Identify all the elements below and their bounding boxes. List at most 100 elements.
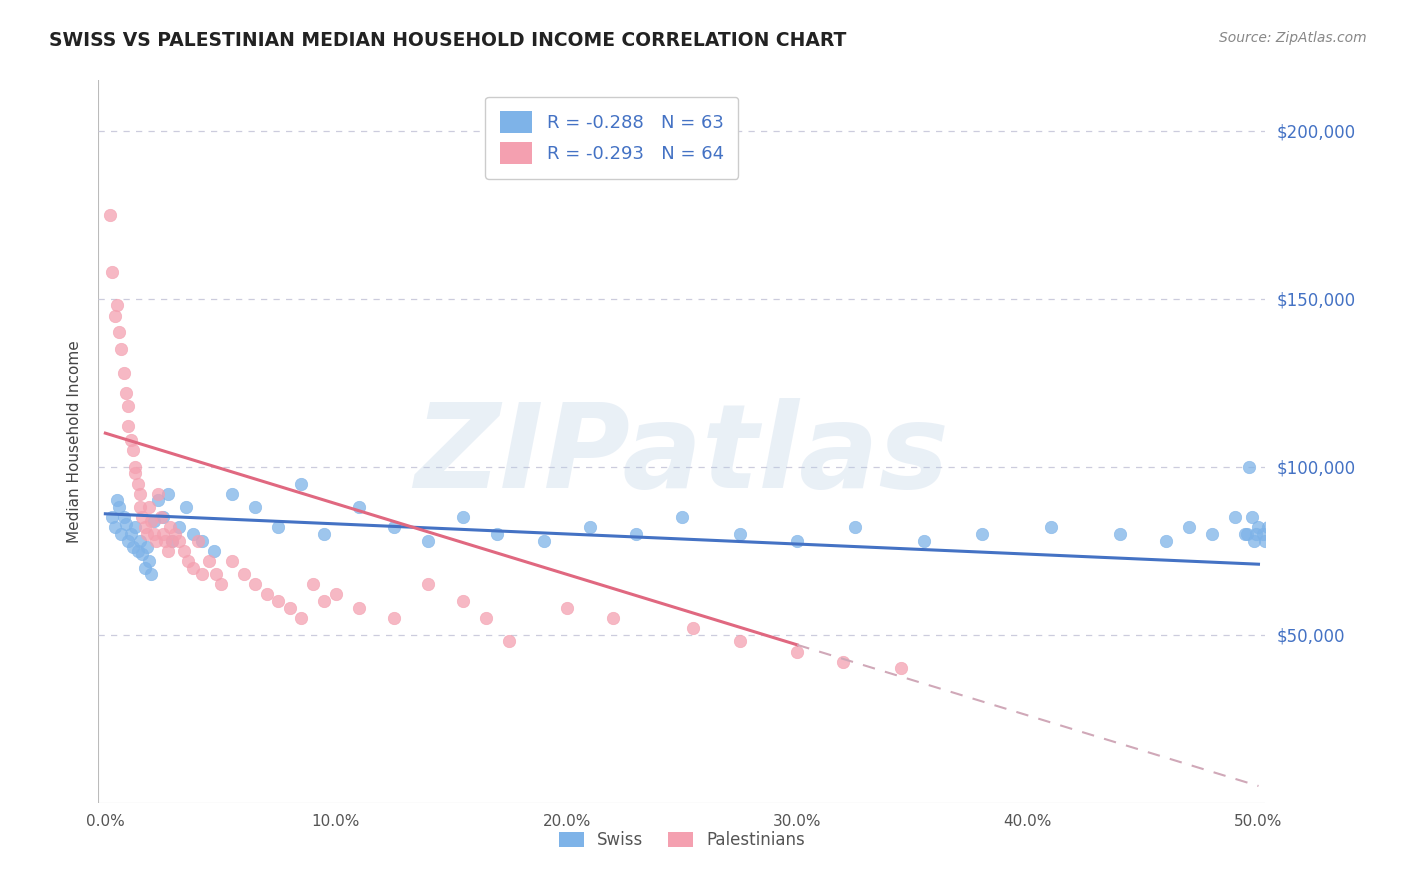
Point [142,527,165,541]
Point [156,543,179,558]
Text: ZIPatlas: ZIPatlas [415,399,949,514]
Point [382,611,405,625]
Point [1225,510,1247,524]
Point [1243,533,1265,548]
Point [138,500,160,514]
Point [221,554,243,568]
Point [451,510,474,524]
Point [832,655,855,669]
Point [256,587,278,601]
Point [129,533,152,548]
Point [418,577,440,591]
Point [314,527,336,541]
Point [160,533,183,548]
Point [124,520,146,534]
Point [174,500,197,514]
Point [105,298,128,312]
Point [141,514,163,528]
Point [1240,510,1263,524]
Point [134,520,156,534]
Point [112,366,135,380]
Point [1109,527,1132,541]
Point [347,600,370,615]
Point [120,433,142,447]
Point [129,500,152,514]
Point [1201,527,1223,541]
Point [314,594,336,608]
Point [135,541,157,555]
Point [177,554,200,568]
Point [221,486,243,500]
Point [302,577,325,591]
Point [1251,527,1274,541]
Point [127,543,149,558]
Point [844,520,866,534]
Point [578,520,600,534]
Point [117,533,139,548]
Point [173,543,195,558]
Point [145,533,167,548]
Point [163,527,186,541]
Point [912,533,935,548]
Point [120,527,142,541]
Point [1254,533,1277,548]
Point [202,543,225,558]
Point [115,385,138,400]
Point [970,527,993,541]
Legend: Swiss, Palestinians: Swiss, Palestinians [553,824,811,856]
Point [671,510,693,524]
Point [786,533,808,548]
Point [533,533,555,548]
Point [108,326,131,340]
Point [108,500,131,514]
Point [418,533,440,548]
Point [160,533,183,548]
Point [728,634,751,648]
Point [187,533,209,548]
Point [245,500,267,514]
Point [159,520,181,534]
Point [1178,520,1201,534]
Point [135,527,157,541]
Point [1233,527,1256,541]
Point [232,567,254,582]
Point [131,547,153,561]
Point [141,567,163,582]
Point [1247,520,1270,534]
Point [142,514,165,528]
Point [1154,533,1177,548]
Point [122,541,145,555]
Point [181,527,204,541]
Point [267,520,290,534]
Point [110,527,132,541]
Point [682,621,704,635]
Point [1039,520,1062,534]
Point [152,510,174,524]
Point [245,577,267,591]
Point [103,520,125,534]
Point [124,467,146,481]
Point [101,510,124,524]
Point [98,208,121,222]
Point [1244,527,1267,541]
Point [117,419,139,434]
Point [167,520,190,534]
Point [152,527,174,541]
Point [138,554,160,568]
Point [347,500,370,514]
Text: Source: ZipAtlas.com: Source: ZipAtlas.com [1219,31,1367,45]
Point [1257,520,1279,534]
Point [122,442,145,457]
Text: SWISS VS PALESTINIAN MEDIAN HOUSEHOLD INCOME CORRELATION CHART: SWISS VS PALESTINIAN MEDIAN HOUSEHOLD IN… [49,31,846,50]
Point [624,527,647,541]
Point [475,611,498,625]
Point [167,533,190,548]
Point [451,594,474,608]
Point [290,476,312,491]
Point [278,600,301,615]
Point [1239,459,1261,474]
Point [728,527,751,541]
Point [148,486,170,500]
Point [110,342,132,356]
Point [124,459,146,474]
